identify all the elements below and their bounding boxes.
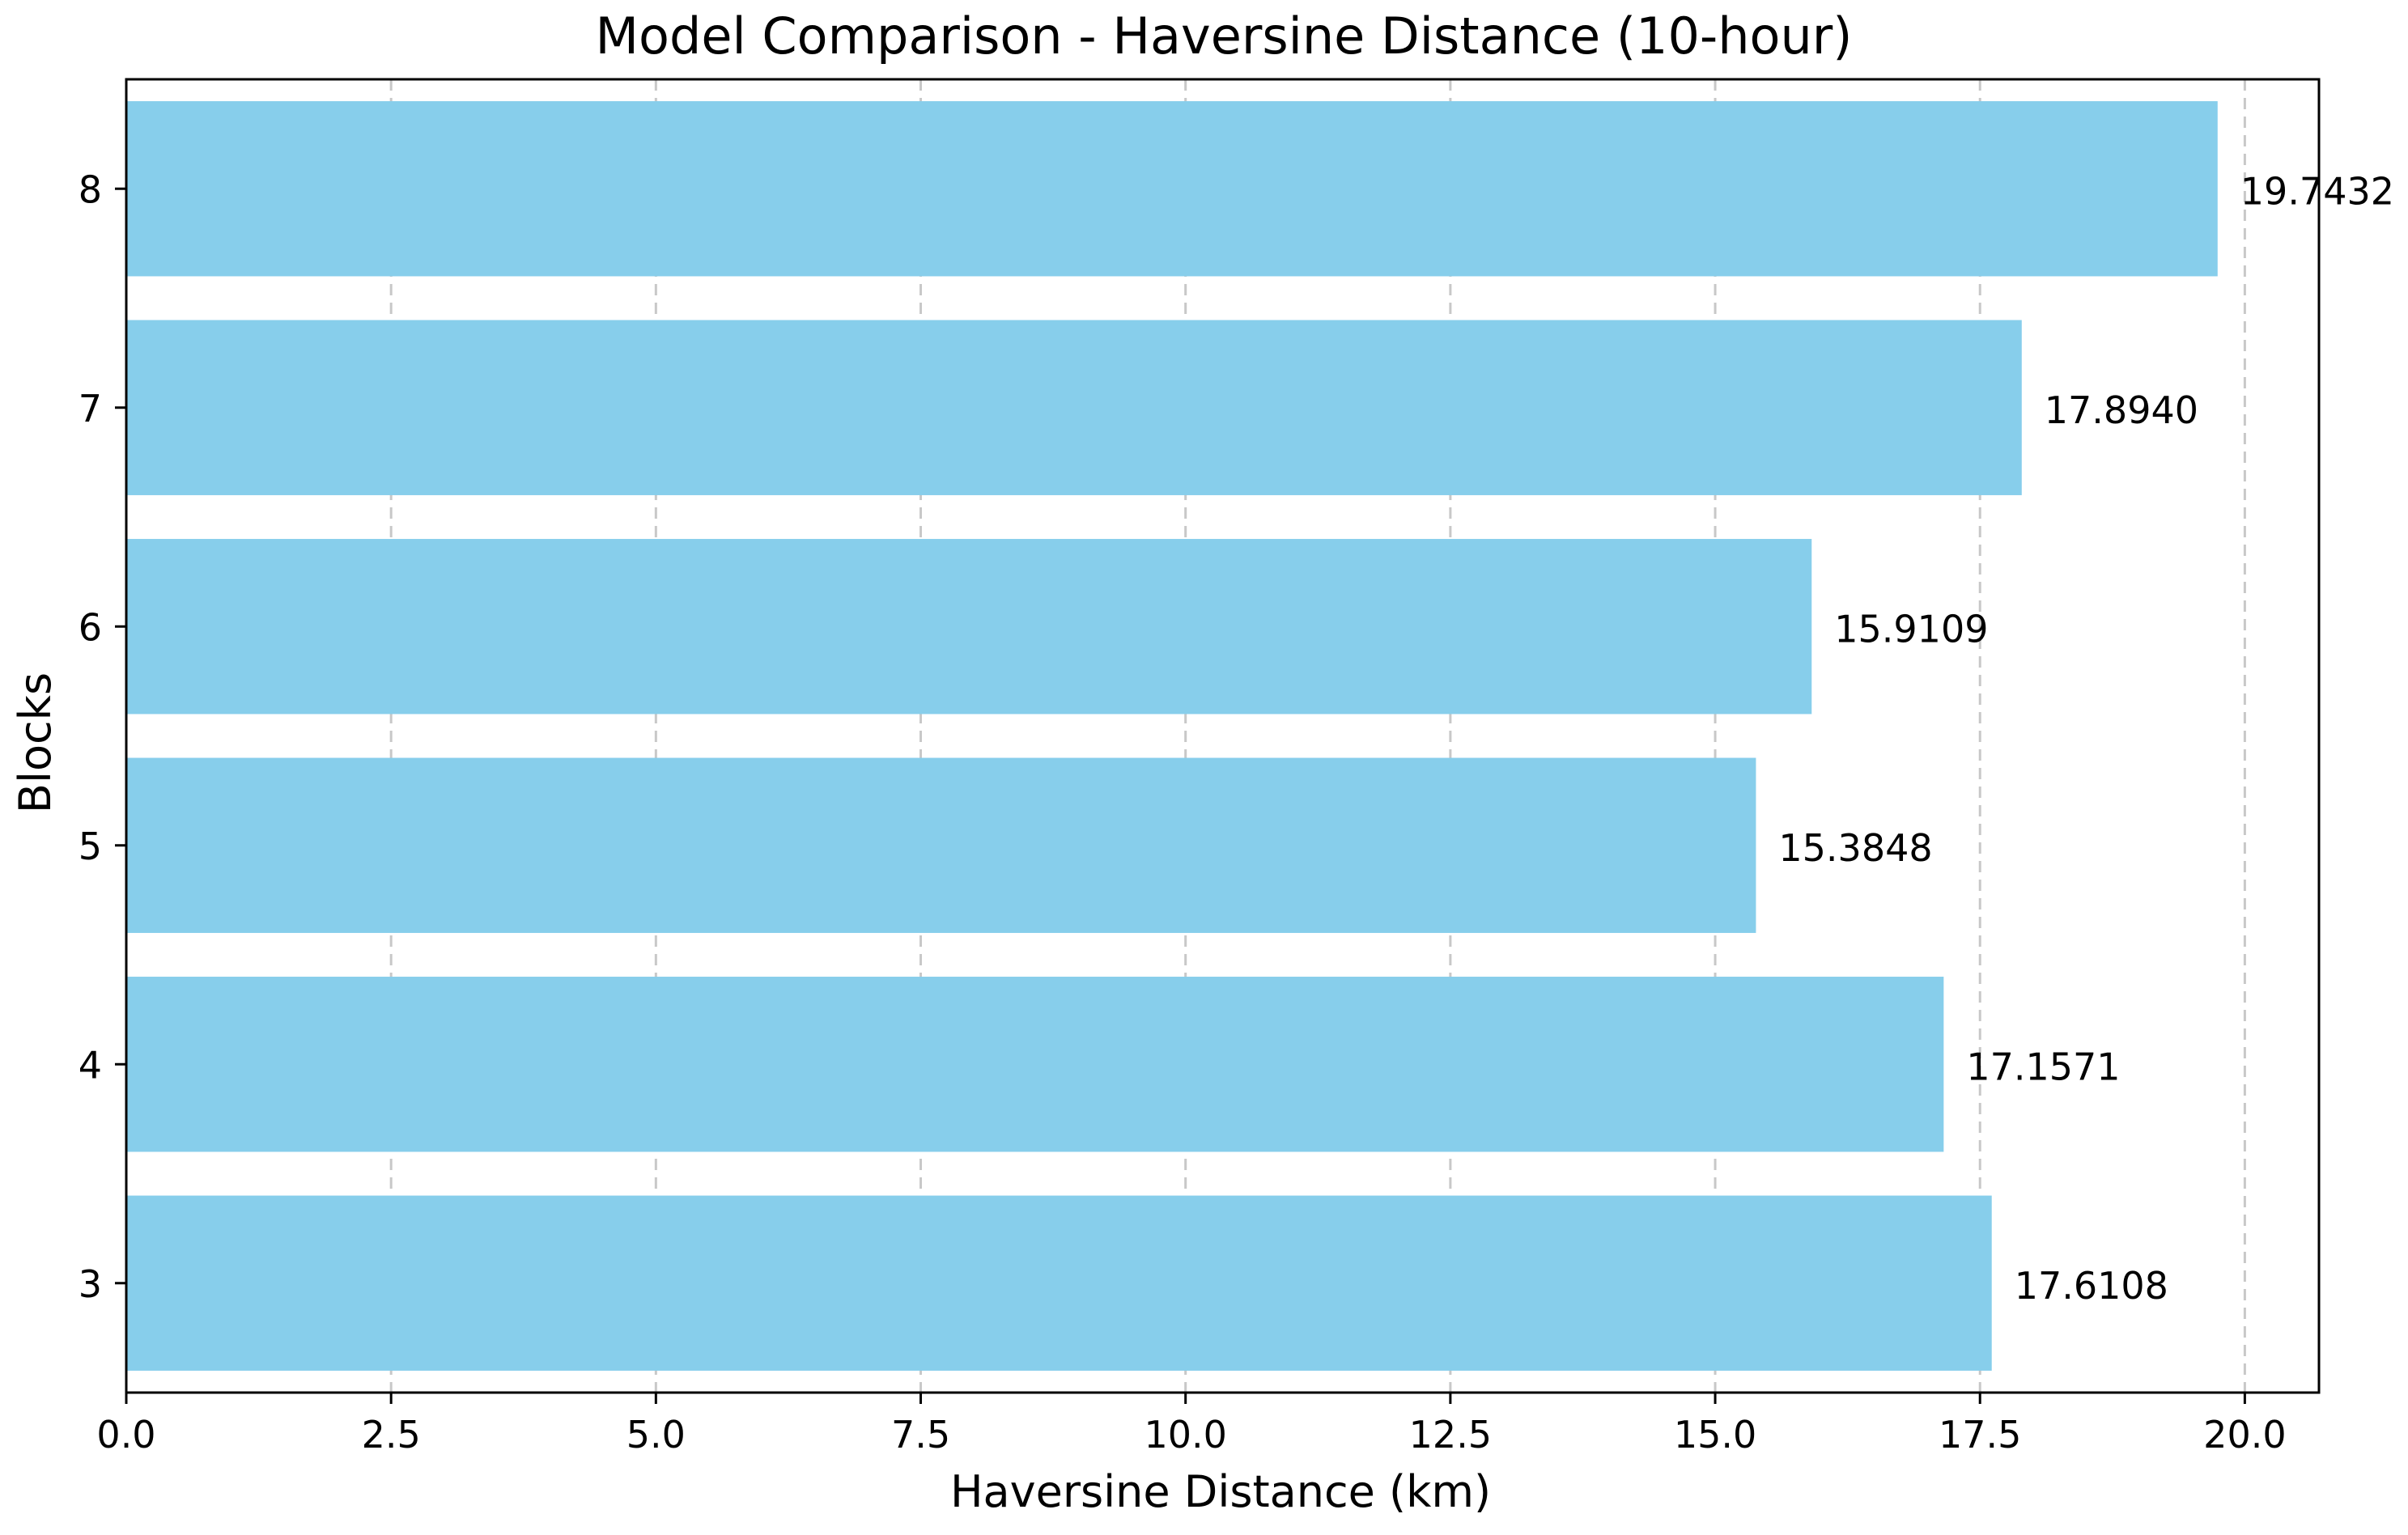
y-tick-label: 4 (79, 1043, 102, 1087)
axes-frame (125, 78, 2321, 1394)
x-tick-label: 15.0 (1674, 1413, 1756, 1457)
x-tick-label: 0.0 (96, 1413, 155, 1457)
x-tick-label: 5.0 (626, 1413, 686, 1457)
x-tick-label: 17.5 (1939, 1413, 2021, 1457)
bar-block-8 (126, 101, 2218, 277)
y-tick-label: 7 (79, 387, 102, 430)
plot-frame (125, 78, 2321, 1394)
y-axis-label: Blocks (10, 672, 61, 813)
labels-layer: Model Comparison - Haversine Distance (1… (10, 6, 1852, 1517)
y-tick-label: 8 (79, 167, 102, 211)
x-tick-label: 2.5 (362, 1413, 421, 1457)
ticks-layer: 3 4 5 6 7 8 0.0 2.5 5.0 7.5 10.0 12.5 15.0 17.5 20.0 (79, 167, 2287, 1457)
bar-block-7 (126, 320, 2022, 495)
x-tick-label: 10.0 (1144, 1413, 1226, 1457)
x-tick-label: 12.5 (1409, 1413, 1492, 1457)
bar-value-label: 17.6108 (2015, 1264, 2168, 1308)
y-tick-label: 3 (79, 1262, 102, 1306)
x-tick-label: 7.5 (891, 1413, 950, 1457)
chart-title: Model Comparison - Haversine Distance (1… (596, 6, 1853, 66)
x-tick-label: 20.0 (2203, 1413, 2286, 1457)
bars-layer: 17.6108 17.1571 15.3848 15.9109 17.8940 19.74… (126, 101, 2394, 1371)
x-axis-label: Haversine Distance (km) (950, 1466, 1491, 1517)
bar-block-4 (126, 977, 1944, 1152)
bar-block-6 (126, 539, 1812, 714)
bar-value-label: 17.8940 (2045, 388, 2198, 432)
bar-value-label: 15.9109 (1834, 607, 1988, 651)
bar-block-3 (126, 1195, 1992, 1371)
y-tick-label: 5 (79, 825, 102, 868)
bar-block-5 (126, 757, 1756, 933)
grid-layer (389, 79, 2246, 1393)
bar-value-label: 17.1571 (1966, 1045, 2120, 1088)
y-tick-label: 6 (79, 605, 102, 649)
bar-value-label: 15.3848 (1778, 826, 1932, 870)
bar-value-label: 19.7432 (2240, 169, 2394, 213)
